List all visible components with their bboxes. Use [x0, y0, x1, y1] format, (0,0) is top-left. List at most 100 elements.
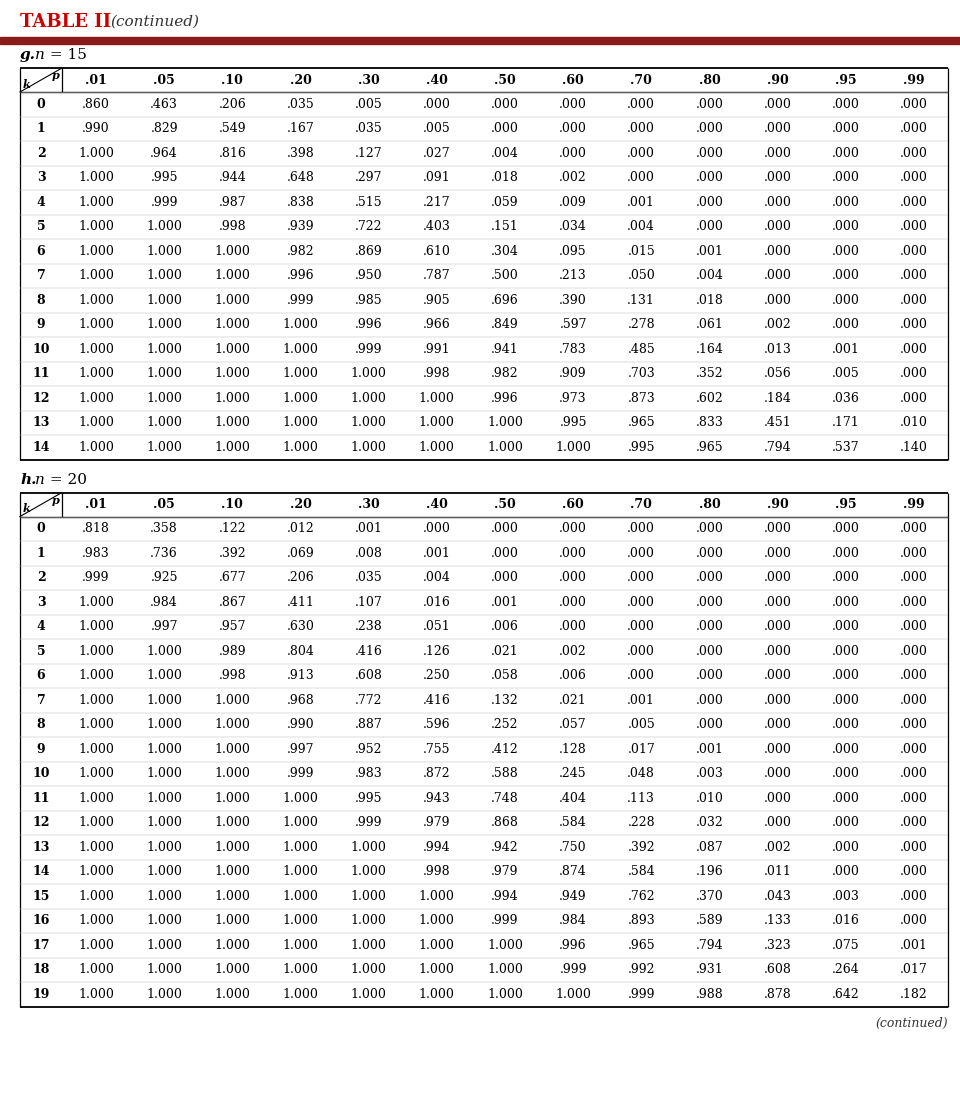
Text: 1.000: 1.000	[146, 987, 182, 1001]
Text: .500: .500	[492, 269, 518, 282]
Text: 9: 9	[36, 318, 45, 331]
Text: .01: .01	[85, 498, 107, 512]
Text: 4: 4	[36, 620, 45, 633]
Text: .184: .184	[763, 391, 792, 405]
Text: .000: .000	[900, 694, 928, 707]
Text: .056: .056	[764, 367, 791, 380]
Text: .999: .999	[83, 572, 109, 584]
Text: .000: .000	[696, 572, 724, 584]
Text: .995: .995	[355, 792, 382, 805]
Text: .196: .196	[696, 865, 723, 878]
Text: .648: .648	[287, 171, 315, 185]
Text: .050: .050	[628, 269, 655, 282]
Text: .984: .984	[560, 914, 587, 927]
Text: .000: .000	[900, 767, 928, 781]
Text: .000: .000	[900, 669, 928, 683]
Text: .018: .018	[492, 171, 519, 185]
Text: .966: .966	[423, 318, 451, 331]
Text: 1.000: 1.000	[78, 318, 114, 331]
Text: .957: .957	[219, 620, 246, 633]
Text: .000: .000	[900, 367, 928, 380]
Text: 1.000: 1.000	[214, 939, 251, 952]
Text: 1.000: 1.000	[350, 841, 387, 854]
Text: .000: .000	[900, 865, 928, 878]
Text: .000: .000	[831, 694, 860, 707]
Text: 1.000: 1.000	[146, 440, 182, 454]
Text: .000: .000	[900, 318, 928, 331]
Text: 12: 12	[33, 391, 50, 405]
Text: .10: .10	[222, 498, 243, 512]
Text: .011: .011	[763, 865, 792, 878]
Text: 1.000: 1.000	[214, 694, 251, 707]
Text: .995: .995	[560, 416, 587, 429]
Text: .000: .000	[560, 98, 588, 111]
Text: 1.000: 1.000	[555, 440, 591, 454]
Text: .000: .000	[492, 547, 519, 559]
Text: 1.000: 1.000	[350, 865, 387, 878]
Text: 1.000: 1.000	[146, 816, 182, 830]
Text: .043: .043	[763, 890, 792, 903]
Text: .000: .000	[831, 572, 860, 584]
Text: 1.000: 1.000	[78, 220, 114, 234]
Text: .989: .989	[219, 645, 246, 658]
Text: 1.000: 1.000	[214, 245, 251, 258]
Text: .596: .596	[423, 718, 450, 732]
Text: 1.000: 1.000	[487, 963, 523, 976]
Text: .000: .000	[763, 294, 792, 307]
Text: 1.000: 1.000	[78, 245, 114, 258]
Text: 1.000: 1.000	[350, 939, 387, 952]
Text: .032: .032	[696, 816, 723, 830]
Text: .60: .60	[563, 498, 584, 512]
Text: .597: .597	[560, 318, 587, 331]
Text: .018: .018	[696, 294, 724, 307]
Text: 13: 13	[33, 416, 50, 429]
Text: .206: .206	[219, 98, 247, 111]
Text: 9: 9	[36, 743, 45, 756]
Text: .80: .80	[699, 498, 720, 512]
Text: 1.000: 1.000	[78, 269, 114, 282]
Text: .416: .416	[355, 645, 383, 658]
Text: .000: .000	[900, 596, 928, 608]
Text: .000: .000	[560, 523, 588, 535]
Text: .90: .90	[767, 498, 788, 512]
Text: .016: .016	[831, 914, 860, 927]
Text: .20: .20	[290, 498, 311, 512]
Text: 1.000: 1.000	[78, 416, 114, 429]
Text: 1.000: 1.000	[214, 841, 251, 854]
Text: .035: .035	[355, 122, 383, 136]
Text: .589: .589	[696, 914, 723, 927]
Text: 1.000: 1.000	[282, 816, 319, 830]
Text: .000: .000	[831, 596, 860, 608]
Text: .005: .005	[423, 122, 451, 136]
Text: .944: .944	[219, 171, 247, 185]
Text: .403: .403	[423, 220, 451, 234]
Text: .000: .000	[831, 171, 860, 185]
Text: 7: 7	[36, 269, 45, 282]
Text: 1.000: 1.000	[419, 440, 455, 454]
Text: .994: .994	[492, 890, 518, 903]
Text: .140: .140	[900, 440, 928, 454]
Text: 1.000: 1.000	[282, 987, 319, 1001]
Text: .608: .608	[763, 963, 792, 976]
Text: 1.000: 1.000	[78, 645, 114, 658]
Text: .000: .000	[831, 245, 860, 258]
Text: 1.000: 1.000	[146, 645, 182, 658]
Text: 1.000: 1.000	[146, 939, 182, 952]
Text: .000: .000	[696, 694, 724, 707]
Text: 1.000: 1.000	[282, 865, 319, 878]
Text: .584: .584	[560, 816, 587, 830]
Text: 1.000: 1.000	[350, 890, 387, 903]
Text: 1: 1	[36, 547, 45, 559]
Text: .000: .000	[900, 342, 928, 356]
Text: .390: .390	[560, 294, 587, 307]
Text: 1.000: 1.000	[282, 416, 319, 429]
Text: .004: .004	[492, 147, 519, 160]
Text: .113: .113	[628, 792, 656, 805]
Text: 1.000: 1.000	[78, 171, 114, 185]
Text: 1.000: 1.000	[78, 890, 114, 903]
Text: 10: 10	[33, 342, 50, 356]
Text: .818: .818	[83, 523, 110, 535]
Text: 1.000: 1.000	[214, 792, 251, 805]
Text: .987: .987	[219, 196, 246, 209]
Text: .000: .000	[628, 596, 656, 608]
